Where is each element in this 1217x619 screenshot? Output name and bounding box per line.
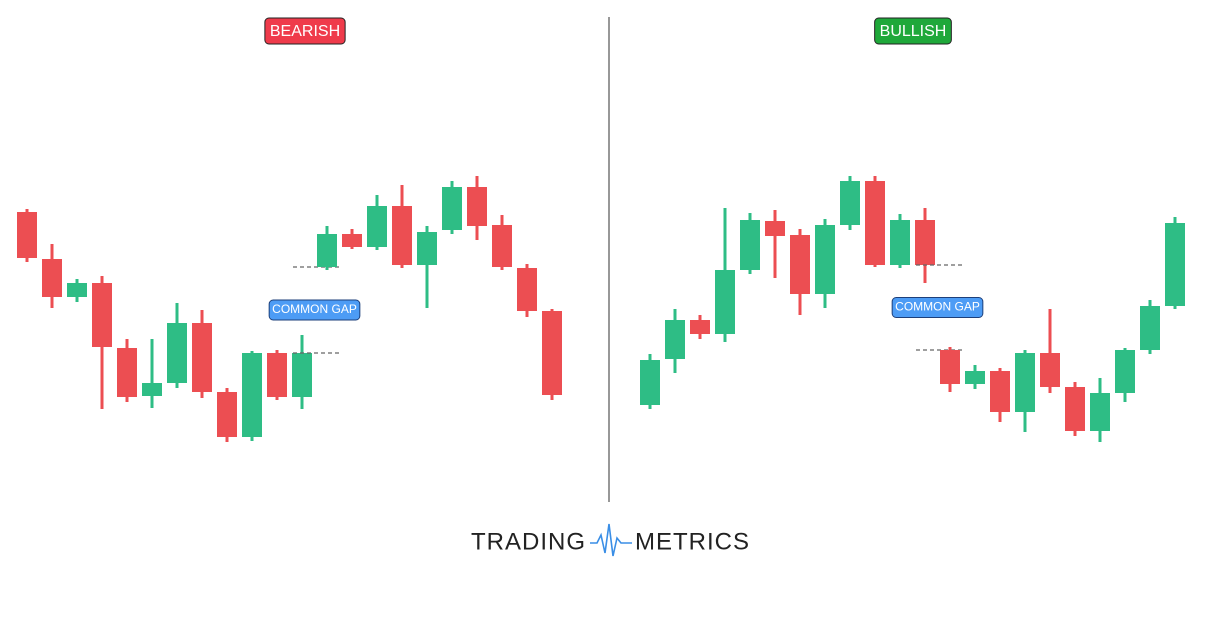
candle-body: [1165, 223, 1185, 306]
badge-text: BEARISH: [270, 23, 340, 40]
logo-left: TRADING: [471, 528, 586, 555]
candle-body: [242, 353, 262, 437]
candle-body: [117, 348, 137, 397]
badge: [264, 17, 346, 45]
candle-body: [640, 360, 660, 405]
candle-body: [42, 259, 62, 297]
candle-body: [690, 320, 710, 334]
candle-body: [342, 234, 362, 247]
candle-body: [740, 220, 760, 270]
candle-body: [417, 232, 437, 265]
gap-label: COMMON GAP: [272, 302, 357, 316]
candle-body: [17, 212, 37, 258]
candle-body: [1040, 353, 1060, 387]
candle-body: [267, 353, 287, 397]
candle-body: [317, 234, 337, 267]
candle-body: [1115, 350, 1135, 393]
candle-body: [517, 268, 537, 311]
candle-body: [790, 235, 810, 294]
logo-mark: [590, 523, 632, 557]
candle-body: [915, 220, 935, 265]
candle-body: [1065, 387, 1085, 431]
logo-right: METRICS: [635, 528, 750, 555]
candle-body: [92, 283, 112, 347]
candle-body: [1090, 393, 1110, 431]
candle-body: [492, 225, 512, 267]
candle-body: [167, 323, 187, 383]
badge: [874, 17, 952, 45]
candle-body: [467, 187, 487, 226]
candle-body: [665, 320, 685, 359]
candle-body: [815, 225, 835, 294]
candle-body: [1015, 353, 1035, 412]
candle-body: [965, 371, 985, 384]
candle-body: [890, 220, 910, 265]
candle-body: [840, 181, 860, 225]
candle-body: [292, 353, 312, 397]
candle-body: [542, 311, 562, 395]
candle-body: [940, 350, 960, 384]
candle-body: [142, 383, 162, 396]
candle-body: [217, 392, 237, 437]
candle-body: [367, 206, 387, 247]
gap-label: COMMON GAP: [895, 300, 980, 314]
candle-body: [715, 270, 735, 334]
candle-body: [1140, 306, 1160, 350]
candle-body: [442, 187, 462, 230]
gap-label-box: [268, 299, 361, 321]
candle-body: [765, 221, 785, 236]
badge-text: BULLISH: [880, 23, 947, 40]
candle-body: [392, 206, 412, 265]
candle-body: [67, 283, 87, 297]
candle-body: [192, 323, 212, 392]
gap-label-box: [891, 297, 984, 318]
candle-body: [865, 181, 885, 265]
candle-body: [990, 371, 1010, 412]
